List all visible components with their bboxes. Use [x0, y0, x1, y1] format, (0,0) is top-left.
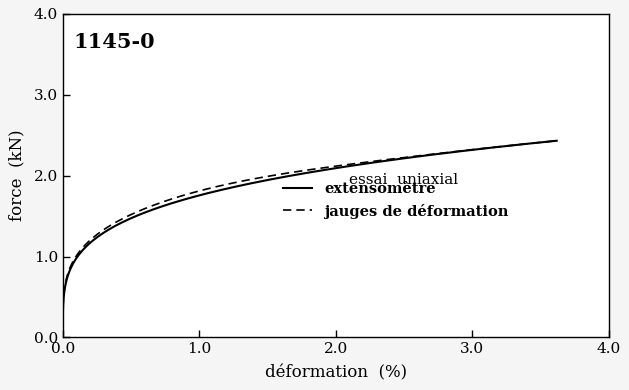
jauges de déformation — [537, 140, 544, 145]
Line: extensomètre: extensomètre — [63, 141, 557, 337]
extensomètre — [59, 335, 67, 339]
jauges de déformation — [412, 154, 420, 158]
Legend: extensomètre, jauges de déformation: extensomètre, jauges de déformation — [277, 176, 515, 224]
extensomètre — [537, 140, 544, 145]
jauges de déformation — [194, 189, 202, 193]
Text: essai  uniaxial: essai uniaxial — [349, 173, 459, 187]
Y-axis label: force  (kN): force (kN) — [8, 130, 25, 222]
Text: 1145-0: 1145-0 — [74, 32, 155, 51]
extensomètre — [213, 189, 220, 193]
extensomètre — [194, 193, 202, 198]
jauges de déformation — [553, 138, 560, 143]
extensomètre — [412, 154, 420, 159]
Line: jauges de déformation: jauges de déformation — [63, 141, 557, 335]
jauges de déformation — [62, 278, 70, 282]
X-axis label: déformation  (%): déformation (%) — [265, 365, 407, 382]
extensomètre — [62, 280, 70, 284]
jauges de déformation — [59, 333, 67, 337]
extensomètre — [553, 138, 560, 143]
jauges de déformation — [291, 170, 298, 174]
extensomètre — [291, 173, 298, 177]
jauges de déformation — [213, 184, 220, 189]
